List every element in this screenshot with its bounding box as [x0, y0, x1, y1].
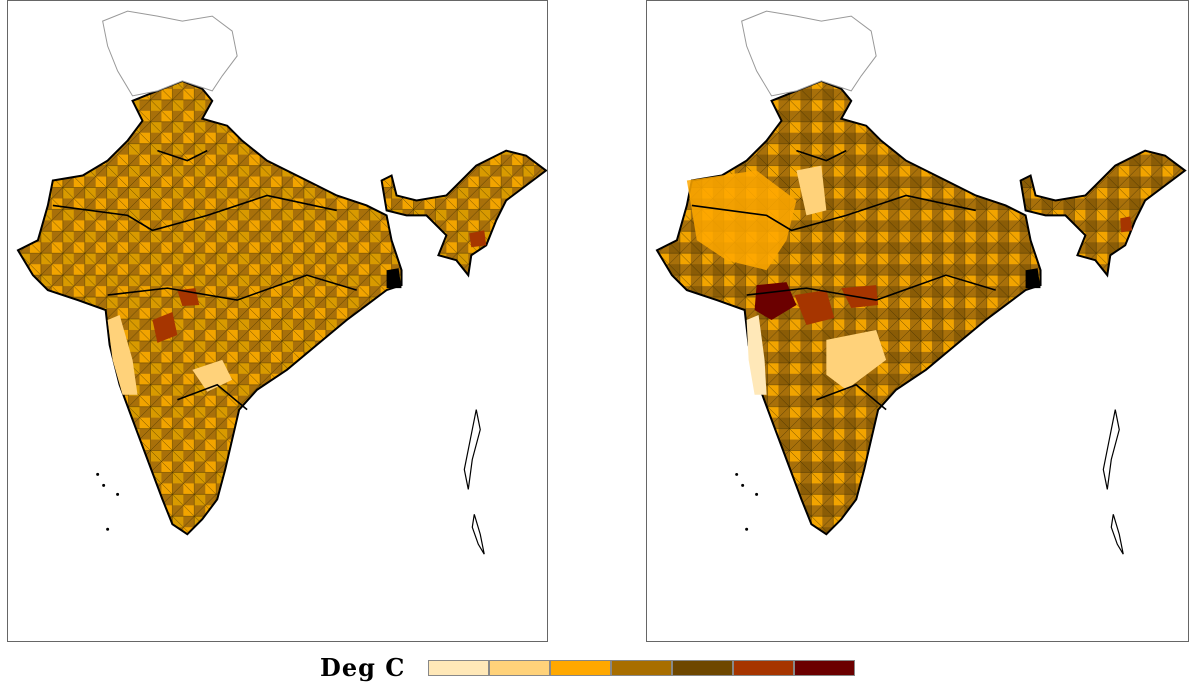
legend-swatch-3 — [550, 660, 611, 676]
kashmir-region — [102, 10, 238, 97]
legend-swatch-6 — [733, 660, 794, 676]
legend-title: Deg C — [320, 653, 406, 682]
legend-swatch-4 — [611, 660, 672, 676]
kashmir-region — [741, 10, 877, 97]
left-map-panel — [7, 0, 548, 642]
legend-bar — [428, 660, 855, 676]
legend-swatch-7 — [794, 660, 855, 676]
right-map-panel — [646, 0, 1189, 642]
legend-swatch-2 — [489, 660, 550, 676]
right-india-map — [655, 10, 1187, 555]
legend-swatch-5 — [672, 660, 733, 676]
india-mainland — [655, 79, 1042, 536]
northeast-region — [380, 149, 547, 278]
legend-swatch-1 — [428, 660, 489, 676]
northeast-region — [1019, 149, 1187, 278]
india-mainland — [16, 79, 403, 536]
left-india-map — [16, 10, 547, 555]
